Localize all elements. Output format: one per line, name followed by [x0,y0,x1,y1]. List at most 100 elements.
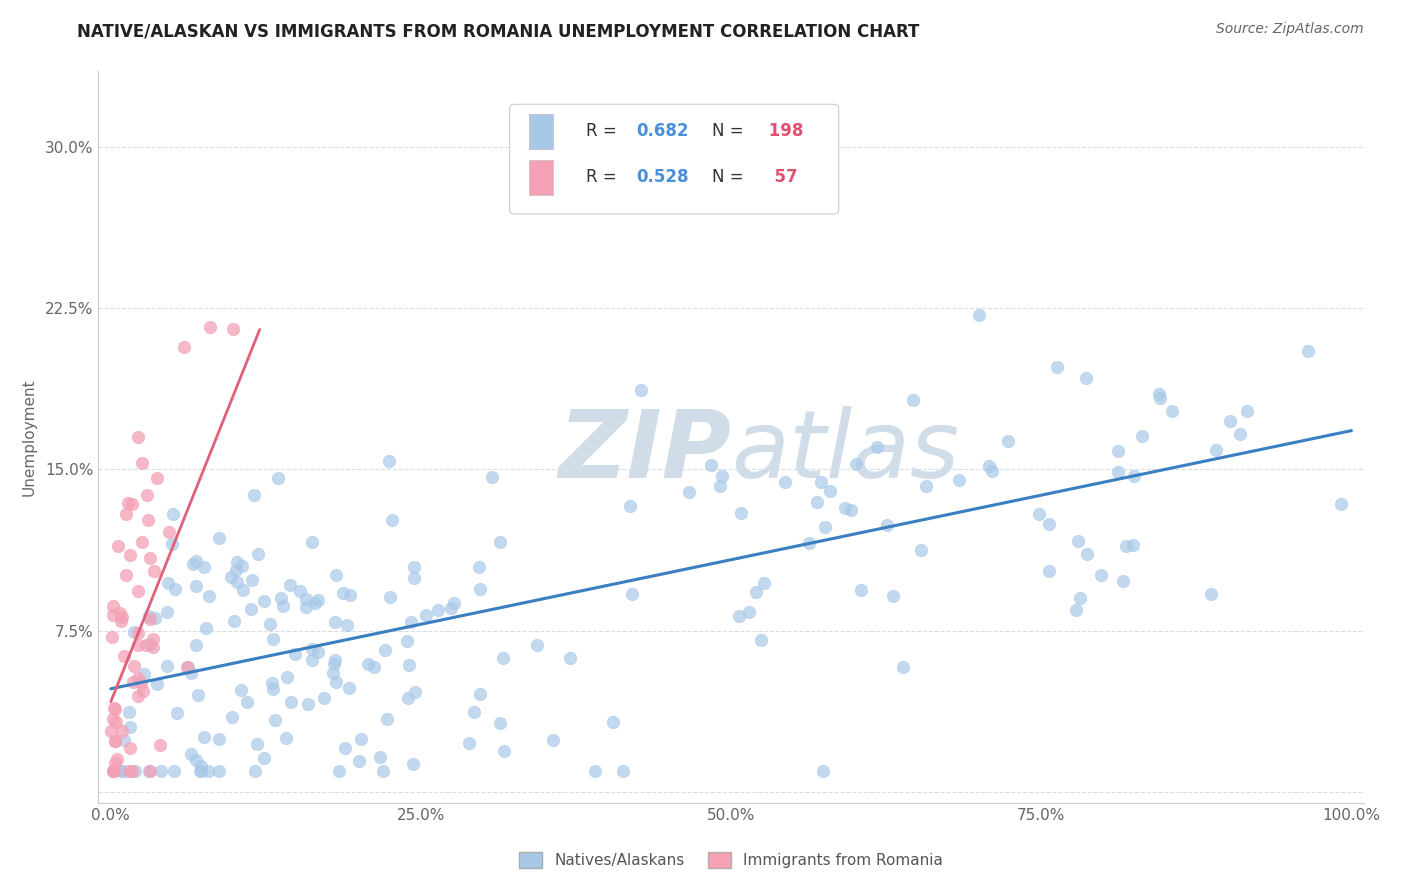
Point [104,733,127,747]
Point [443,596,465,610]
Text: NATIVE/ALASKAN VS IMMIGRANTS FROM ROMANIA UNEMPLOYMENT CORRELATION CHART: NATIVE/ALASKAN VS IMMIGRANTS FROM ROMANI… [77,22,920,40]
Point [240,573,263,587]
Point [157,525,180,540]
Text: R =: R = [585,122,621,140]
Point [246,547,269,561]
Point [294,591,316,606]
Point [738,605,761,619]
Point [221,709,243,723]
Point [104,734,127,748]
Point [1066,533,1088,548]
Point [207,531,229,545]
Point [101,764,124,778]
FancyBboxPatch shape [529,114,554,149]
Text: N =: N = [711,169,749,186]
Point [1205,443,1227,458]
Point [997,434,1019,448]
Point [307,645,329,659]
Text: 0.528: 0.528 [636,169,689,186]
Point [489,716,512,731]
Point [274,731,297,745]
Point [101,599,124,613]
Point [149,738,172,752]
Point [323,653,346,667]
Point [621,587,644,601]
Point [184,753,207,767]
Point [678,485,700,500]
Point [110,614,132,628]
Point [104,702,127,716]
Point [325,675,347,690]
Point [143,565,166,579]
Point [1229,427,1251,442]
Point [709,479,731,493]
Point [103,701,125,715]
Point [253,594,276,608]
Point [339,589,361,603]
Point [404,571,426,585]
Point [195,621,218,635]
Point [142,640,165,655]
Point [492,651,515,665]
Point [301,642,323,657]
Point [101,764,124,778]
Point [336,618,359,632]
Point [602,714,624,729]
Point [1123,469,1146,483]
Point [262,675,284,690]
Point [876,518,898,533]
Point [222,322,245,336]
Point [163,764,186,778]
Point [110,764,132,778]
Text: 198: 198 [762,122,803,140]
Point [127,430,149,444]
Point [122,659,145,673]
Point [381,513,404,527]
Point [1122,538,1144,552]
Point [222,615,245,629]
Point [583,764,606,778]
Point [283,648,305,662]
Point [1199,587,1222,601]
Point [468,560,491,574]
Point [910,542,932,557]
Point [304,596,326,610]
Text: Source: ZipAtlas.com: Source: ZipAtlas.com [1216,22,1364,37]
Point [745,584,768,599]
Point [426,603,449,617]
Point [100,724,122,739]
Point [325,568,347,582]
Point [198,320,221,334]
Point [332,586,354,600]
Point [1038,564,1060,578]
Point [146,677,169,691]
Point [1028,507,1050,521]
Point [198,589,221,603]
Point [810,475,832,490]
Point [814,519,837,533]
Point [415,607,437,622]
Point [834,500,856,515]
Point [177,659,200,673]
Point [236,695,259,709]
Point [115,567,138,582]
Point [1107,444,1129,458]
Point [190,764,212,778]
FancyBboxPatch shape [529,160,554,195]
Point [612,764,634,778]
Point [851,583,873,598]
Point [1161,404,1184,418]
Point [301,653,323,667]
Point [127,689,149,703]
Point [264,714,287,728]
Point [139,612,162,626]
Point [335,740,357,755]
Legend: Natives/Alaskans, Immigrants from Romania: Natives/Alaskans, Immigrants from Romani… [512,845,950,876]
Point [139,551,162,566]
Point [1107,465,1129,479]
Point [1115,539,1137,553]
Point [138,513,160,527]
Point [1064,603,1087,617]
Point [773,475,796,489]
Point [489,534,512,549]
